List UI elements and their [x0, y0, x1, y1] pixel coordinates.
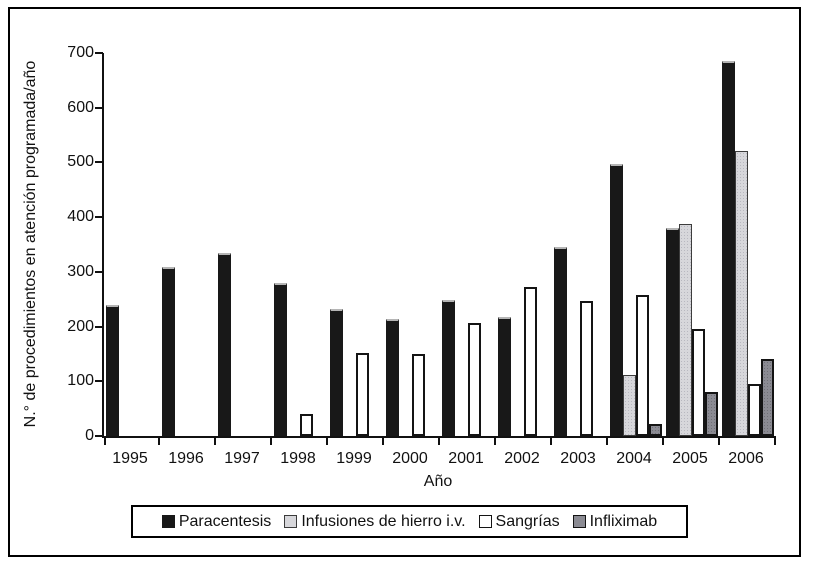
x-axis-tick	[158, 437, 160, 445]
y-tick-label: 500	[67, 153, 94, 171]
legend: Paracentesis Infusiones de hierro i.v. San…	[131, 505, 688, 538]
legend-item-infliximab: Infliximab	[572, 512, 658, 531]
bar-infliximab-2005	[705, 392, 718, 436]
bar-paracentesis-2000	[386, 319, 399, 436]
bar-sangr-as-2001	[468, 323, 481, 436]
y-tick-label: 0	[85, 427, 94, 444]
legend-label: Paracentesis	[178, 512, 272, 530]
bar-paracentesis-1996	[162, 267, 175, 436]
x-axis-tick	[214, 437, 216, 445]
bar-infusiones-de-hierro-i-v-2005	[679, 224, 692, 436]
y-tick-label: 100	[67, 372, 94, 390]
x-tick-label: 1998	[280, 450, 316, 467]
bar-sangr-as-2000	[412, 354, 425, 436]
bar-infusiones-de-hierro-i-v-2006	[735, 151, 748, 436]
y-axis-tick	[95, 52, 103, 54]
plot-area	[95, 52, 776, 445]
x-axis-tick	[382, 437, 384, 445]
y-axis-tick	[95, 216, 103, 219]
bar-sangr-as-2006	[748, 384, 761, 436]
x-axis-tick	[438, 437, 440, 445]
y-axis-tick	[95, 380, 103, 383]
y-axis-title: N.° de procedimientos en atención progra…	[22, 60, 39, 428]
bar-paracentesis-2004	[610, 164, 623, 436]
legend-label: Infliximab	[589, 512, 658, 530]
x-tick-label: 2002	[504, 450, 540, 467]
y-tick-label: 300	[67, 262, 94, 280]
y-tick-label: 700	[67, 44, 94, 61]
x-tick-label: 1995	[112, 450, 148, 467]
bar-paracentesis-1997	[218, 253, 231, 436]
legend-key-sangr-as-icon	[478, 515, 492, 528]
bar-sangr-as-2003	[580, 301, 593, 436]
x-tick-label: 2006	[728, 450, 764, 467]
bar-paracentesis-1998	[274, 283, 287, 436]
legend-label: Infusiones de hierro i.v.	[301, 512, 466, 530]
y-axis-tick	[95, 270, 103, 273]
legend-item-paracentesis: Paracentesis	[161, 512, 272, 531]
bar-paracentesis-2003	[554, 247, 567, 436]
bar-paracentesis-2002	[498, 317, 511, 436]
x-axis-tick	[662, 437, 664, 445]
legend-item-infusiones-de-hierro-i-v: Infusiones de hierro i.v.	[284, 512, 466, 531]
bar-paracentesis-2005	[666, 228, 679, 436]
legend-label: Sangrías	[495, 512, 560, 530]
legend-key-infusiones-de-hierro-i-v-icon	[284, 515, 298, 528]
x-tick-label: 1997	[224, 450, 260, 467]
y-axis-tick	[95, 106, 103, 109]
y-tick-label: 200	[67, 317, 94, 335]
x-axis-tick	[494, 437, 496, 445]
y-axis-tick	[95, 161, 103, 164]
x-tick-label: 1996	[168, 450, 204, 467]
bar-sangr-as-2004	[636, 295, 649, 436]
y-axis-tick	[95, 435, 103, 437]
x-tick-label: 2005	[672, 450, 708, 467]
bar-paracentesis-2001	[442, 300, 455, 436]
bar-infusiones-de-hierro-i-v-2004	[623, 375, 636, 436]
bar-infliximab-2006	[761, 359, 774, 436]
x-tick-label: 2004	[616, 450, 652, 467]
y-tick-label: 600	[67, 98, 94, 116]
x-axis-tick	[270, 437, 272, 445]
x-tick-label: 2003	[560, 450, 596, 467]
x-axis-tick	[550, 437, 552, 445]
legend-key-paracentesis-icon	[161, 515, 175, 528]
y-axis-tick	[95, 325, 103, 328]
x-axis-tick	[326, 437, 328, 445]
bar-paracentesis-1995	[106, 305, 119, 436]
x-tick-label: 2000	[392, 450, 428, 467]
bar-sangr-as-1999	[356, 353, 369, 436]
bar-paracentesis-2006	[722, 61, 735, 436]
bar-paracentesis-1999	[330, 309, 343, 436]
bar-sangr-as-1998	[300, 414, 313, 436]
x-axis-tick	[606, 437, 608, 445]
bar-sangr-as-2002	[524, 287, 537, 436]
bar-sangr-as-2005	[692, 329, 705, 436]
legend-item-sangr-as: Sangrías	[478, 512, 560, 531]
x-axis-tick	[718, 437, 720, 445]
y-tick-label: 400	[67, 208, 94, 226]
x-tick-label: 1999	[336, 450, 372, 467]
bar-infliximab-2004	[649, 424, 662, 436]
legend-key-infliximab-icon	[572, 515, 586, 528]
x-axis-title: Año	[423, 473, 453, 490]
x-axis-tick	[774, 437, 776, 445]
x-tick-label: 2001	[448, 450, 484, 467]
x-axis-tick	[104, 437, 106, 445]
